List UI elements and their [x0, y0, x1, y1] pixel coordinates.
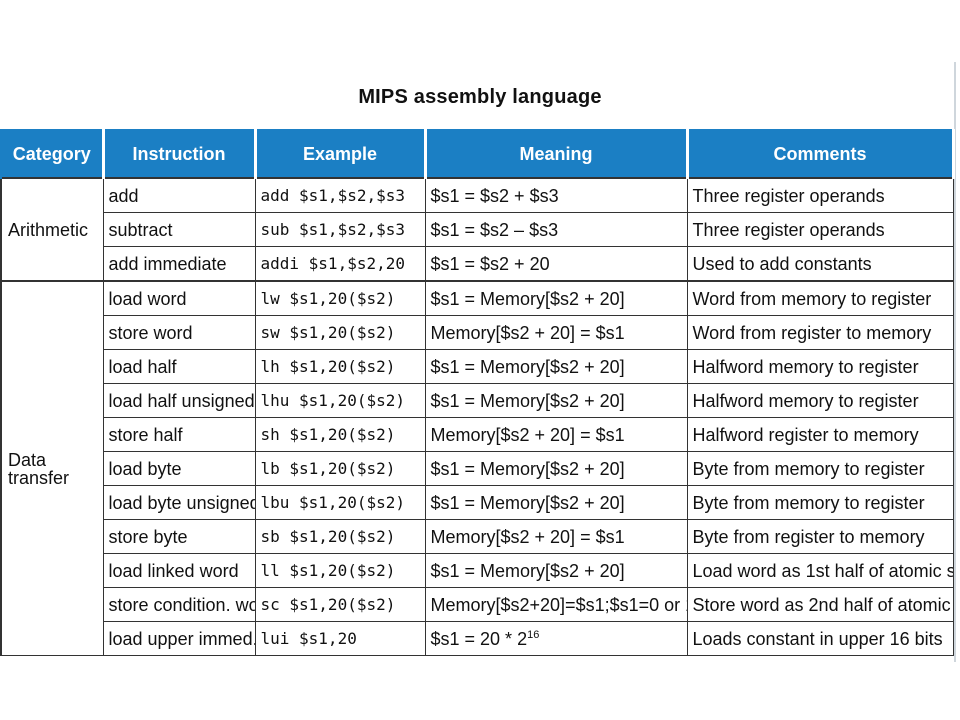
comment-cell: Byte from register to memory: [686, 519, 954, 554]
example-cell: lh $s1,20($s2): [254, 349, 426, 384]
instruction-cell: load byte unsigned: [102, 485, 256, 520]
comment-cell: Byte from memory to register: [686, 451, 954, 486]
instruction-cell: store byte: [102, 519, 256, 554]
table-row: load byte lb $s1,20($s2) $s1 = Memory[$s2 …: [1, 451, 954, 486]
comment-cell: Store word as 2nd half of atomic swap: [686, 587, 954, 622]
instruction-cell: load word: [102, 280, 256, 316]
table-row: load linked word ll $s1,20($s2) $s1 = Memo…: [1, 553, 954, 588]
meaning-cell: $s1 = Memory[$s2 + 20]: [424, 280, 688, 316]
table-row: subtract sub $s1,$s2,$s3 $s1 = $s2 – $s3 Th…: [1, 212, 954, 247]
table-row: Data transfer load word lw $s1,20($s2) $s1 …: [0, 280, 954, 656]
meaning-cell: $s1 = Memory[$s2 + 20]: [424, 451, 688, 486]
example-cell: lui $s1,20: [254, 621, 426, 656]
example-cell: sw $s1,20($s2): [254, 315, 426, 350]
table-row: load half lh $s1,20($s2) $s1 = Memory[$s2 …: [1, 349, 954, 384]
comment-cell: Halfword memory to register: [686, 383, 954, 418]
comment-cell: Loads constant in upper 16 bits: [686, 621, 954, 656]
column-header-comments: Comments: [685, 129, 955, 178]
category-cell: Arithmetic: [0, 177, 104, 282]
example-cell: ll $s1,20($s2): [254, 553, 426, 588]
table-title: MIPS assembly language: [358, 86, 602, 108]
table-row: store half sh $s1,20($s2) Memory[$s2 + 20]…: [1, 417, 954, 452]
meaning-cell: $s1 = $s2 – $s3: [424, 212, 688, 247]
example-cell: sh $s1,20($s2): [254, 417, 426, 452]
instruction-cell: store condition. word: [102, 587, 256, 622]
column-header-example: Example: [253, 129, 427, 178]
category-cell: Data transfer: [0, 280, 104, 656]
example-cell: lw $s1,20($s2): [254, 280, 426, 316]
instruction-cell: add: [102, 177, 256, 213]
table-row: store word sw $s1,20($s2) Memory[$s2 + 20]…: [1, 315, 954, 350]
comment-cell: Halfword memory to register: [686, 349, 954, 384]
meaning-cell: $s1 = Memory[$s2 + 20]: [424, 349, 688, 384]
instruction-cell: load half: [102, 349, 256, 384]
mips-instruction-table: Category Instruction Example Meaning Com…: [0, 129, 955, 656]
meaning-cell: Memory[$s2 + 20] = $s1: [424, 315, 688, 350]
meaning-cell: $s1 = Memory[$s2 + 20]: [424, 383, 688, 418]
instruction-cell: store word: [102, 315, 256, 350]
meaning-cell: $s1 = Memory[$s2 + 20]: [424, 485, 688, 520]
column-header-instruction: Instruction: [101, 129, 257, 178]
table-row: Arithmetic add add $s1,$s2,$s3 $s1 = $s2 + …: [0, 177, 954, 282]
instruction-cell: load byte: [102, 451, 256, 486]
meaning-exponent: 16: [527, 628, 540, 641]
comment-cell: Halfword register to memory: [686, 417, 954, 452]
table-row: store byte sb $s1,20($s2) Memory[$s2 + 20]…: [1, 519, 954, 554]
instruction-cell: subtract: [102, 212, 256, 247]
column-header-meaning: Meaning: [423, 129, 689, 178]
meaning-text: $s1 = 20 * 2: [430, 628, 528, 649]
table-row: load half unsigned lhu $s1,20($s2) $s1 = M…: [1, 383, 954, 418]
table-row: load byte unsigned lbu $s1,20($s2) $s1 = M…: [1, 485, 954, 520]
meaning-cell: $s1 = 20 * 216: [424, 621, 688, 656]
example-cell: addi $s1,$s2,20: [254, 246, 426, 282]
instruction-cell: load upper immed.: [102, 621, 256, 656]
comment-cell: Three register operands: [686, 212, 954, 247]
example-cell: sb $s1,20($s2): [254, 519, 426, 554]
comment-cell: Word from memory to register: [686, 280, 954, 316]
instruction-cell: load linked word: [102, 553, 256, 588]
table-row: load upper immed. lui $s1,20 $s1 = 20 * 21…: [1, 621, 954, 656]
comment-cell: Byte from memory to register: [686, 485, 954, 520]
example-cell: sub $s1,$s2,$s3: [254, 212, 426, 247]
instruction-cell: store half: [102, 417, 256, 452]
instruction-cell: add immediate: [102, 246, 256, 282]
comment-cell: Used to add constants: [686, 246, 954, 282]
comment-cell: Word from register to memory: [686, 315, 954, 350]
comment-cell: Load word as 1st half of atomic swap: [686, 553, 954, 588]
page-edge-rule: [954, 62, 956, 662]
example-cell: lb $s1,20($s2): [254, 451, 426, 486]
example-cell: sc $s1,20($s2): [254, 587, 426, 622]
table-row: add immediate addi $s1,$s2,20 $s1 = $s2 + …: [1, 246, 954, 282]
example-cell: lbu $s1,20($s2): [254, 485, 426, 520]
example-cell: add $s1,$s2,$s3: [254, 177, 426, 213]
column-header-category: Category: [0, 129, 105, 178]
table-row: store condition. wordsc $s1,20($s2)Memor…: [1, 587, 954, 622]
meaning-cell: Memory[$s2 + 20] = $s1: [424, 519, 688, 554]
table-body: Arithmetic add add $s1,$s2,$s3 $s1 = $s2 + …: [0, 177, 954, 656]
meaning-cell: Memory[$s2 + 20] = $s1: [424, 417, 688, 452]
meaning-cell: $s1 = Memory[$s2 + 20]: [424, 553, 688, 588]
meaning-cell: $s1 = $s2 + 20: [424, 246, 688, 282]
example-cell: lhu $s1,20($s2): [254, 383, 426, 418]
table-header-row: Category Instruction Example Meaning Com…: [0, 129, 955, 178]
instruction-cell: load half unsigned: [102, 383, 256, 418]
meaning-cell: Memory[$s2+20]=$s1;$s1=0 or 1: [424, 587, 688, 622]
comment-cell: Three register operands: [686, 177, 954, 213]
meaning-cell: $s1 = $s2 + $s3: [424, 177, 688, 213]
